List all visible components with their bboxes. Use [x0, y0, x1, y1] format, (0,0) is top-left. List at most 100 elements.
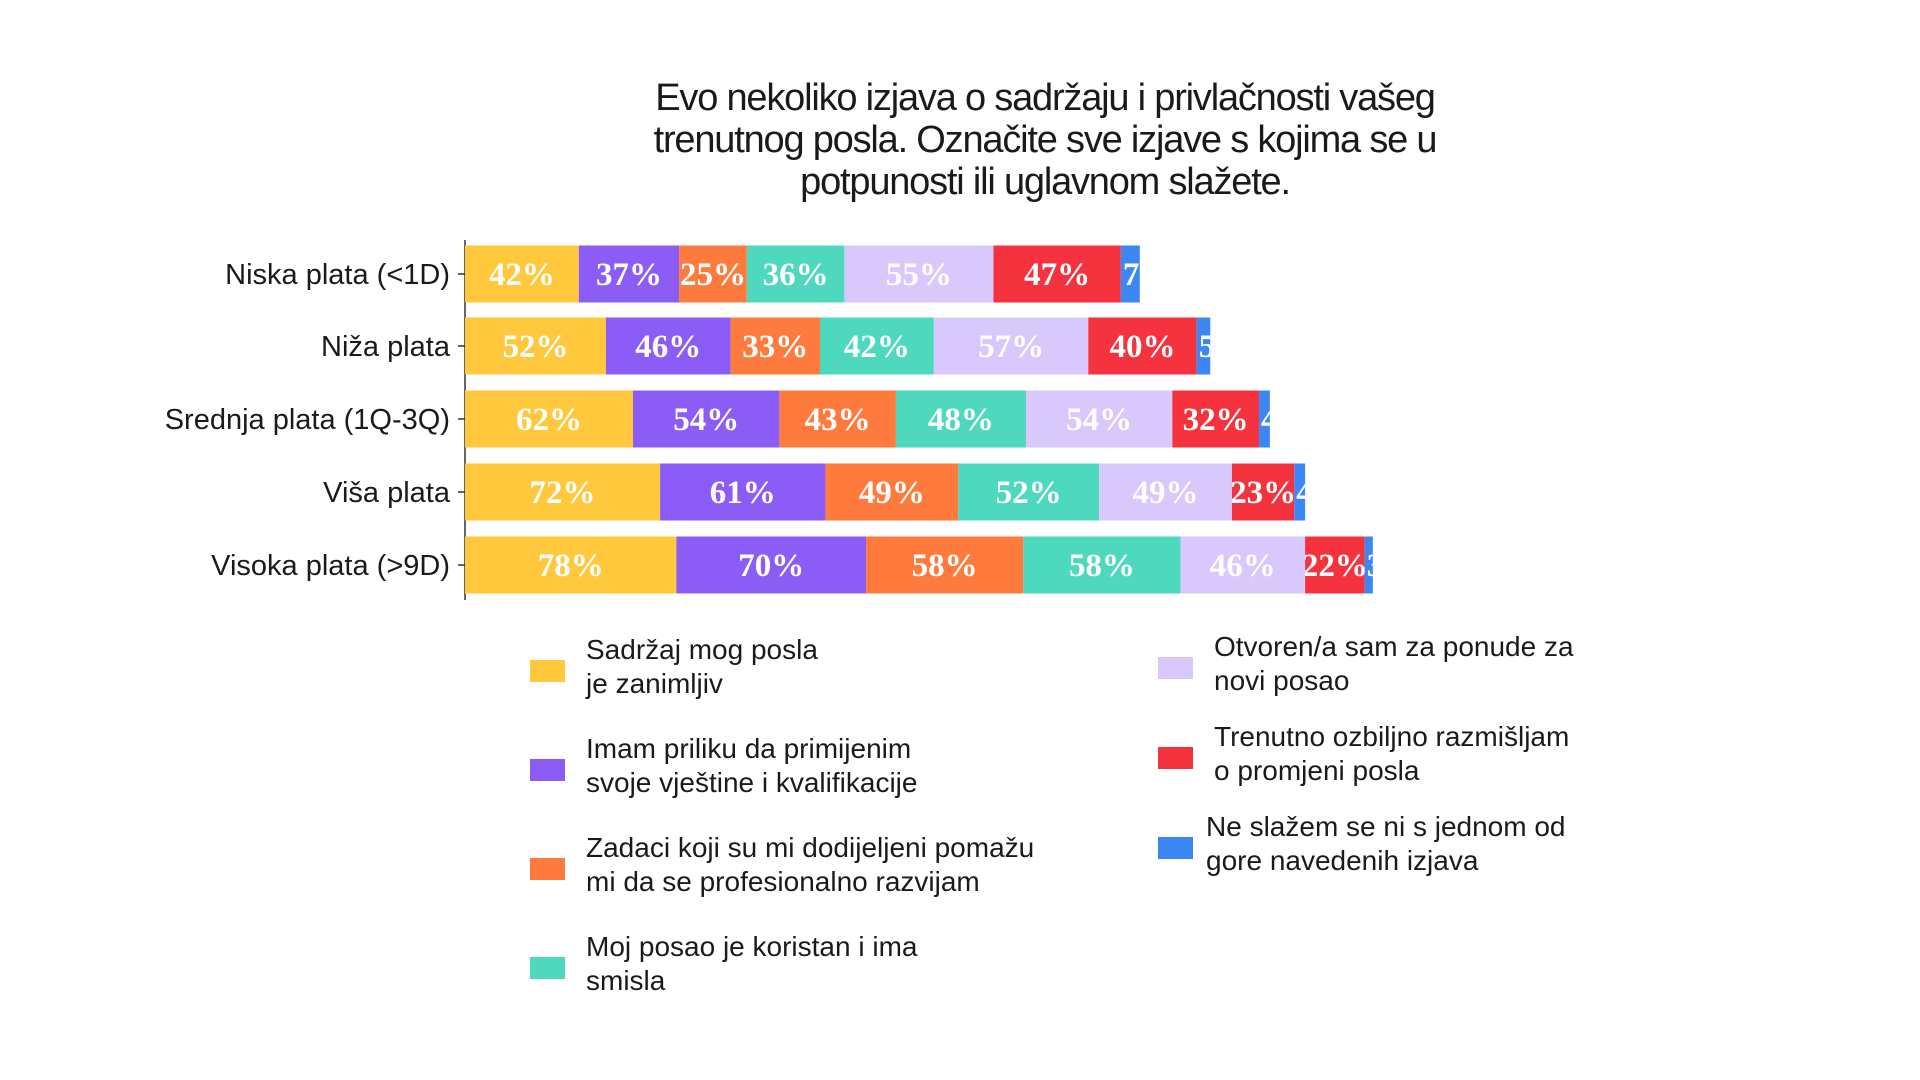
- bar-segment: [465, 463, 661, 521]
- legend-label: Ne slažem se ni s jednom od: [1206, 811, 1566, 842]
- bar-value-label: 7%: [1123, 257, 1173, 293]
- legend-label: svoje vještine i kvalifikacije: [586, 767, 917, 798]
- legend-label: Imam priliku da primijenim: [586, 733, 911, 764]
- bar-value-label: 57%: [978, 329, 1044, 365]
- category-label: Niža plata: [321, 331, 451, 363]
- bar-value-label: 55%: [886, 257, 952, 293]
- bar-segment: [1294, 463, 1306, 521]
- category-label: Niska plata (<1D): [225, 259, 450, 291]
- legend-swatch: [530, 660, 565, 682]
- legend-swatch: [530, 759, 565, 781]
- bar-value-label: 36%: [763, 257, 829, 293]
- bar-value-label: 46%: [635, 329, 701, 365]
- bar-value-label: 33%: [742, 329, 808, 365]
- bar-segment: [866, 536, 1024, 594]
- bar-segment: [578, 245, 680, 303]
- bar-value-label: 61%: [710, 475, 776, 511]
- bar-value-label: 37%: [596, 257, 662, 293]
- bar-segment: [1120, 245, 1140, 303]
- legend-label: mi da se profesionalno razvijam: [586, 866, 980, 897]
- legend-label: Sadržaj mog posla: [586, 634, 818, 665]
- bar-segment: [1023, 536, 1181, 594]
- bar-segment: [844, 245, 994, 303]
- bar-value-label: 23%: [1230, 475, 1296, 511]
- bar-value-label: 25%: [680, 257, 746, 293]
- bar-value-label: 72%: [530, 475, 596, 511]
- bar-segment: [1088, 317, 1197, 375]
- plot-area: Niska plata (<1D) 42% 37% 25% 36% 55% 47% 7% Niž…: [165, 240, 1417, 600]
- bar-segment: [820, 317, 934, 375]
- bar-value-label: 32%: [1183, 402, 1249, 438]
- bar-value-label: 49%: [1133, 475, 1199, 511]
- legend-swatch: [530, 957, 565, 979]
- bar-segment: [633, 390, 780, 448]
- category-label: Srednja plata (1Q-3Q): [165, 404, 450, 436]
- bar-segment: [933, 317, 1089, 375]
- bar-value-label: 47%: [1024, 257, 1090, 293]
- bar-value-label: 58%: [1069, 548, 1135, 584]
- bar-value-label: 48%: [928, 402, 994, 438]
- bar-value-label: 5%: [1199, 329, 1249, 365]
- bar-segment: [1099, 463, 1232, 521]
- bar-segment: [605, 317, 731, 375]
- bar-value-label: 70%: [738, 548, 804, 584]
- bar-value-label: 40%: [1110, 329, 1176, 365]
- category-label: Visoka plata (>9D): [211, 550, 450, 582]
- bar-segment: [730, 317, 821, 375]
- bar-value-label: 42%: [489, 257, 555, 293]
- bar-segment: [895, 390, 1026, 448]
- bar-segment: [465, 390, 634, 448]
- bar-value-label: 52%: [502, 329, 568, 365]
- bar-value-label: 54%: [673, 402, 739, 438]
- legend-label: smisla: [586, 965, 666, 996]
- legend-swatch: [1158, 657, 1193, 679]
- legend-label: Otvoren/a sam za ponude za: [1214, 631, 1574, 662]
- bar-segment: [1196, 317, 1211, 375]
- bar-value-label: 78%: [538, 548, 604, 584]
- bar-value-label: 58%: [912, 548, 978, 584]
- legend-swatch: [1158, 747, 1193, 769]
- legend-label: o promjeni posla: [1214, 755, 1420, 786]
- bar-value-label: 4%: [1261, 402, 1311, 438]
- bar-value-label: 46%: [1210, 548, 1276, 584]
- bar-segment: [1231, 463, 1295, 521]
- bar-value-label: 42%: [844, 329, 910, 365]
- bar-value-label: 22%: [1302, 548, 1368, 584]
- bar-segment: [958, 463, 1100, 521]
- chart-title-line-2: trenutnog posla. Označite sve izjave s k…: [654, 119, 1437, 161]
- bar-segment: [1364, 536, 1373, 594]
- bar-segment: [465, 536, 677, 594]
- legend-label: gore navedenih izjava: [1206, 845, 1479, 876]
- bar-segment: [1305, 536, 1365, 594]
- bar-segment: [993, 245, 1121, 303]
- legend-label: Trenutno ozbiljno razmišljam: [1214, 721, 1569, 752]
- legend-label: Moj posao je koristan i ima: [586, 931, 918, 962]
- category-label: Viša plata: [323, 477, 451, 509]
- legend-label: novi posao: [1214, 665, 1349, 696]
- bar-value-label: 3%: [1367, 548, 1417, 584]
- bar-value-label: 43%: [805, 402, 871, 438]
- bar-segment: [779, 390, 896, 448]
- legend-swatch: [1158, 837, 1193, 859]
- bar-segment: [1180, 536, 1306, 594]
- bar-segment: [465, 245, 579, 303]
- legend-swatch: [530, 858, 565, 880]
- bar-segment: [676, 536, 867, 594]
- bar-segment: [660, 463, 826, 521]
- bar-value-label: 54%: [1066, 402, 1132, 438]
- chart-title-line-3: potpunosti ili uglavnom slažete.: [800, 161, 1290, 203]
- bar-value-label: 52%: [996, 475, 1062, 511]
- bar-segment: [1025, 390, 1173, 448]
- chart-title-line-1: Evo nekoliko izjava o sadržaju i privlač…: [655, 77, 1434, 119]
- bar-value-label: 4%: [1296, 475, 1346, 511]
- bar-value-label: 62%: [516, 402, 582, 438]
- legend-label: je zanimljiv: [585, 668, 723, 699]
- legend-label: Zadaci koji su mi dodijeljeni pomažu: [586, 832, 1034, 863]
- bar-segment: [1172, 390, 1260, 448]
- bar-segment: [746, 245, 845, 303]
- bar-segment: [825, 463, 959, 521]
- bar-segment: [1259, 390, 1270, 448]
- bar-value-label: 49%: [859, 475, 925, 511]
